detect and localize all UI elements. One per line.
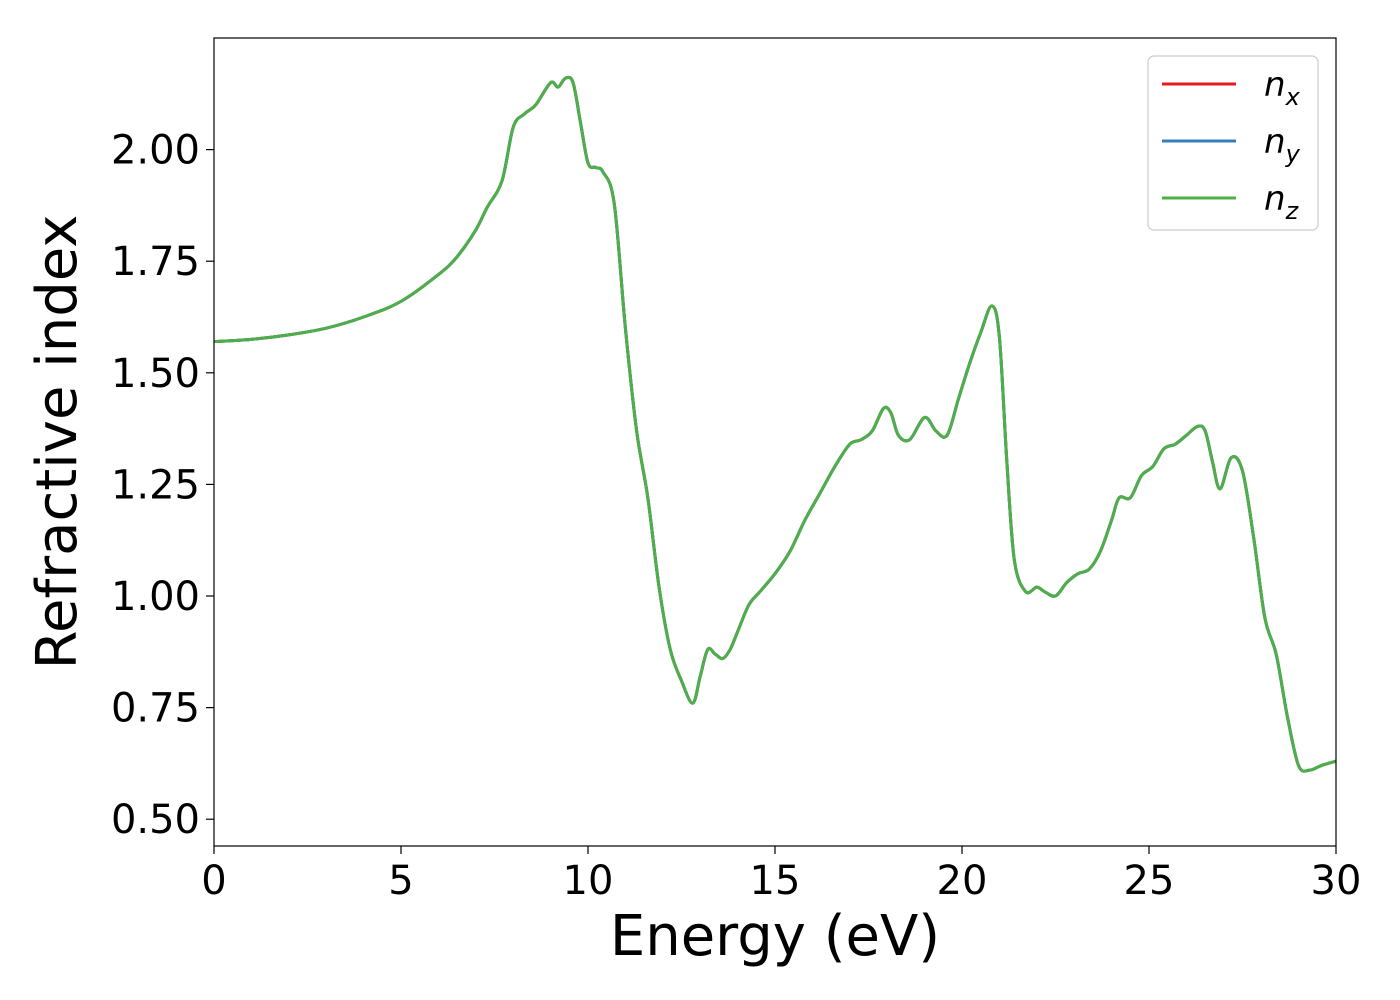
x-axis-ticks: 0 5 10 15 20 25 30 — [201, 846, 1361, 904]
x-tick-label: 25 — [1124, 858, 1175, 904]
y-tick-label: 1.25 — [111, 462, 200, 508]
y-tick-label: 1.50 — [111, 351, 200, 397]
x-tick-label: 20 — [937, 858, 988, 904]
x-tick-label: 10 — [563, 858, 614, 904]
series-layer — [213, 75, 1337, 773]
legend-frame — [1147, 55, 1319, 231]
y-tick-label: 1.75 — [111, 239, 200, 285]
legend-label-nz: nz — [1264, 179, 1300, 225]
legend-label-ny: ny — [1264, 122, 1301, 168]
x-tick-label: 0 — [201, 858, 226, 904]
y-axis-ticks: 0.50 0.75 1.00 1.25 1.50 1.75 2.00 — [111, 128, 214, 843]
series-line-nz — [213, 75, 1337, 773]
y-tick-label: 0.50 — [111, 797, 200, 843]
y-tick-label: 0.75 — [111, 686, 200, 732]
legend-entries: nx ny nz — [1162, 65, 1301, 225]
x-axis-title: Energy (eV) — [610, 904, 940, 969]
y-axis-title: Refractive index — [25, 215, 90, 670]
x-tick-label: 5 — [388, 858, 413, 904]
x-tick-label: 15 — [750, 858, 801, 904]
y-tick-label: 1.00 — [111, 574, 200, 620]
x-tick-label: 30 — [1311, 858, 1362, 904]
legend-label-nx: nx — [1264, 65, 1301, 111]
legend: nx ny nz — [1147, 55, 1319, 231]
y-tick-label: 2.00 — [111, 128, 200, 174]
